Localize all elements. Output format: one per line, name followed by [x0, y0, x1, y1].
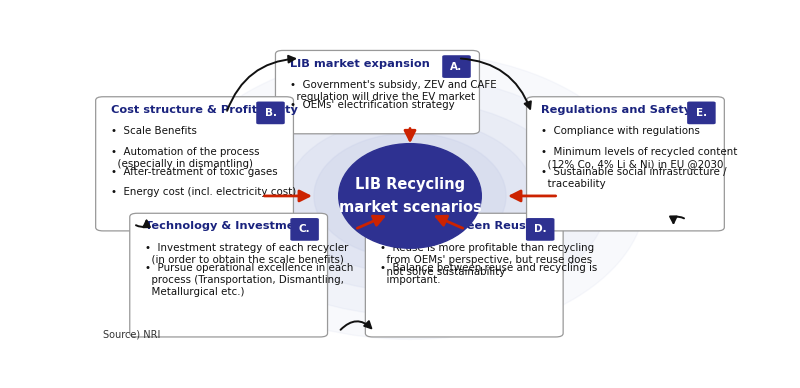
Text: LIB Recycling
market scenarios: LIB Recycling market scenarios	[338, 177, 482, 215]
Text: •  Reuse is more profitable than recycling
  from OEMs' perspective, but reuse d: • Reuse is more profitable than recyclin…	[380, 243, 594, 277]
Text: •  After-treatment of toxic gases: • After-treatment of toxic gases	[110, 167, 277, 177]
Text: •  OEMs' electrification strategy: • OEMs' electrification strategy	[290, 100, 455, 110]
FancyBboxPatch shape	[687, 102, 716, 124]
Text: Balance between Reuse: Balance between Reuse	[380, 221, 534, 231]
FancyBboxPatch shape	[256, 102, 285, 124]
Ellipse shape	[211, 76, 609, 315]
Text: E.: E.	[696, 108, 707, 118]
Text: •  Sustainable social infrastructure /
  traceability: • Sustainable social infrastructure / tr…	[542, 167, 727, 189]
Text: •  Automation of the process
  (especially in dismantling): • Automation of the process (especially …	[110, 147, 259, 169]
Text: C.: C.	[298, 224, 310, 234]
Text: •  Government's subsidy, ZEV and CAFE
  regulation will drive the EV market: • Government's subsidy, ZEV and CAFE reg…	[290, 80, 497, 102]
Ellipse shape	[314, 133, 506, 259]
Text: •  Investment strategy of each recycler
  (in order to obtain the scale benefits: • Investment strategy of each recycler (…	[145, 243, 348, 265]
Text: •  Compliance with regulations: • Compliance with regulations	[542, 126, 700, 136]
Text: •  Energy cost (incl. electricity cost): • Energy cost (incl. electricity cost)	[110, 187, 296, 197]
Text: LIB market expansion: LIB market expansion	[290, 59, 430, 69]
FancyBboxPatch shape	[526, 218, 554, 241]
Text: D.: D.	[534, 224, 546, 234]
Text: •  Pursue operational excellence in each
  process (Transportation, Dismantling,: • Pursue operational excellence in each …	[145, 263, 353, 297]
FancyBboxPatch shape	[526, 97, 724, 231]
FancyBboxPatch shape	[130, 213, 327, 337]
FancyBboxPatch shape	[366, 213, 563, 337]
FancyBboxPatch shape	[275, 50, 479, 134]
Text: •  Scale Benefits: • Scale Benefits	[110, 126, 197, 136]
FancyBboxPatch shape	[290, 218, 319, 241]
Text: Regulations and Safety: Regulations and Safety	[542, 105, 691, 115]
Text: B.: B.	[265, 108, 277, 118]
Ellipse shape	[174, 52, 646, 340]
Text: •  Balance between reuse and recycling is
  important.: • Balance between reuse and recycling is…	[380, 263, 598, 285]
Text: Technology & Investment: Technology & Investment	[145, 221, 308, 231]
Ellipse shape	[249, 100, 571, 291]
Ellipse shape	[286, 118, 534, 274]
Text: Source) NRI: Source) NRI	[103, 330, 161, 340]
Text: A.: A.	[450, 62, 462, 71]
Text: •  Minimum levels of recycled content
  (12% Co, 4% Li & Ni) in EU @2030: • Minimum levels of recycled content (12…	[542, 147, 738, 169]
FancyBboxPatch shape	[96, 97, 294, 231]
Text: Cost structure & Profitability: Cost structure & Profitability	[110, 105, 298, 115]
Ellipse shape	[338, 144, 482, 248]
FancyBboxPatch shape	[442, 55, 470, 78]
